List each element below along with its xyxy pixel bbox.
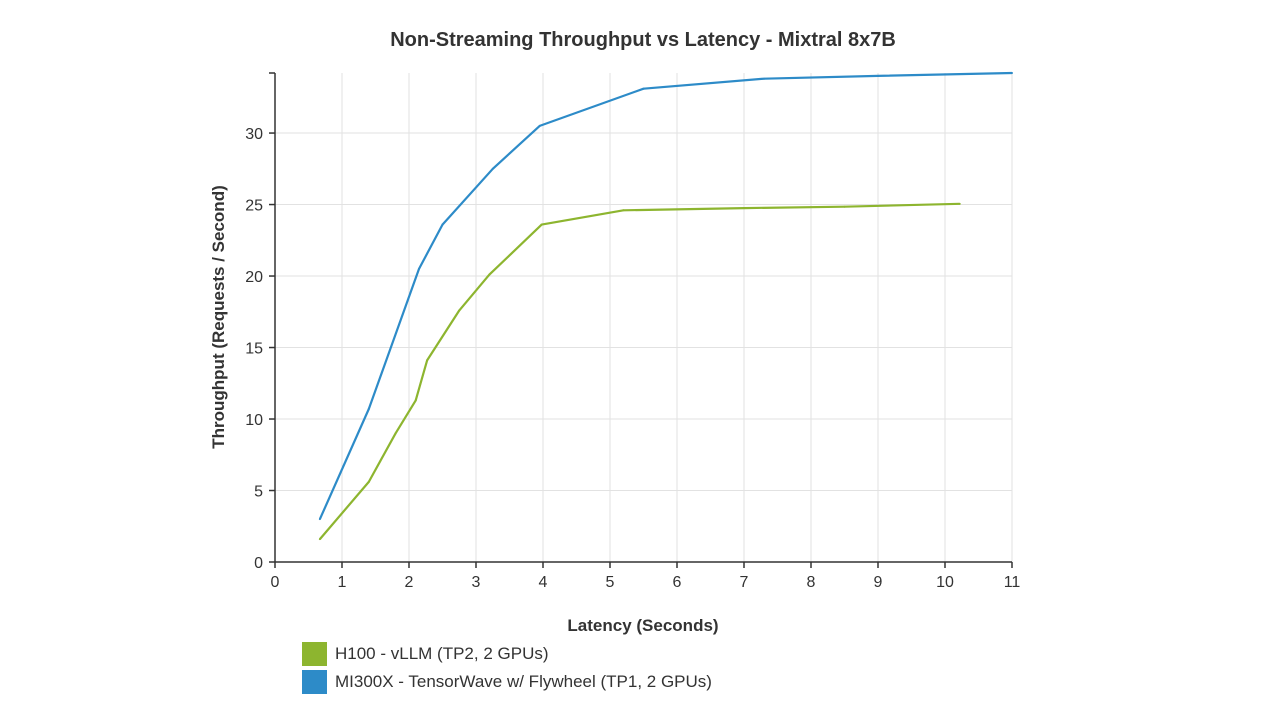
series-point-0 [394, 432, 397, 435]
series-point-0 [958, 202, 961, 205]
legend-item-mi300x: MI300X - TensorWave w/ Flywheel (TP1, 2 … [302, 668, 712, 696]
y-axis-label: Throughput (Requests / Second) [209, 185, 228, 449]
legend-item-h100: H100 - vLLM (TP2, 2 GPUs) [302, 640, 712, 668]
series-line-0 [319, 202, 960, 540]
grid [275, 73, 1013, 562]
y-tick-label: 15 [245, 341, 263, 358]
y-tick-label: 20 [245, 269, 263, 286]
x-tick-label: 4 [539, 574, 548, 591]
x-tick-label: 9 [874, 574, 883, 591]
series-point-0 [426, 359, 429, 362]
series-point-1 [491, 167, 494, 170]
series-point-1 [367, 408, 370, 411]
series-point-0 [414, 399, 417, 402]
x-tick-label: 1 [338, 574, 347, 591]
x-tick-label: 11 [1004, 574, 1021, 591]
x-tick-label: 3 [472, 574, 481, 591]
legend-swatch-mi300x [302, 670, 327, 694]
axes: 0 1 2 3 4 5 6 7 8 9 10 11 0 5 10 15 20 25 30 [245, 72, 1021, 591]
series-point-0 [318, 538, 321, 541]
y-tick-label: 5 [254, 484, 263, 501]
series-point-0 [843, 205, 846, 208]
series-point-1 [877, 74, 879, 77]
series-point-1 [318, 518, 321, 521]
y-tick-label: 10 [245, 412, 263, 429]
series-point-1 [1011, 72, 1013, 74]
series-line-1 [318, 71, 1013, 520]
x-axis-label: Latency (Seconds) [567, 616, 718, 635]
series-point-1 [441, 223, 444, 226]
x-tick-label: 10 [936, 574, 954, 591]
x-tick-label: 5 [606, 574, 615, 591]
series-group [318, 71, 1013, 541]
series-point-0 [540, 223, 543, 226]
x-tick-label: 7 [740, 574, 749, 591]
series-point-0 [488, 273, 491, 276]
y-tick-label: 0 [254, 555, 263, 572]
series-point-0 [743, 207, 745, 210]
legend-label-mi300x: MI300X - TensorWave w/ Flywheel (TP1, 2 … [335, 672, 712, 691]
series-point-1 [642, 87, 645, 90]
series-point-1 [418, 267, 421, 270]
series-point-1 [763, 77, 766, 80]
series-point-1 [538, 124, 541, 127]
x-tick-label: 0 [271, 574, 280, 591]
x-tick-label: 6 [673, 574, 682, 591]
legend: H100 - vLLM (TP2, 2 GPUs) MI300X - Tenso… [302, 640, 712, 696]
series-point-0 [622, 209, 625, 212]
y-tick-label: 30 [245, 126, 263, 143]
chart-title: Non-Streaming Throughput vs Latency - Mi… [390, 29, 896, 51]
series-point-0 [367, 480, 370, 483]
x-tick-label: 8 [807, 574, 816, 591]
legend-swatch-h100 [302, 642, 327, 666]
legend-label-h100: H100 - vLLM (TP2, 2 GPUs) [335, 644, 549, 663]
series-point-0 [458, 309, 461, 312]
y-tick-label: 25 [245, 198, 263, 215]
x-tick-label: 2 [405, 574, 414, 591]
